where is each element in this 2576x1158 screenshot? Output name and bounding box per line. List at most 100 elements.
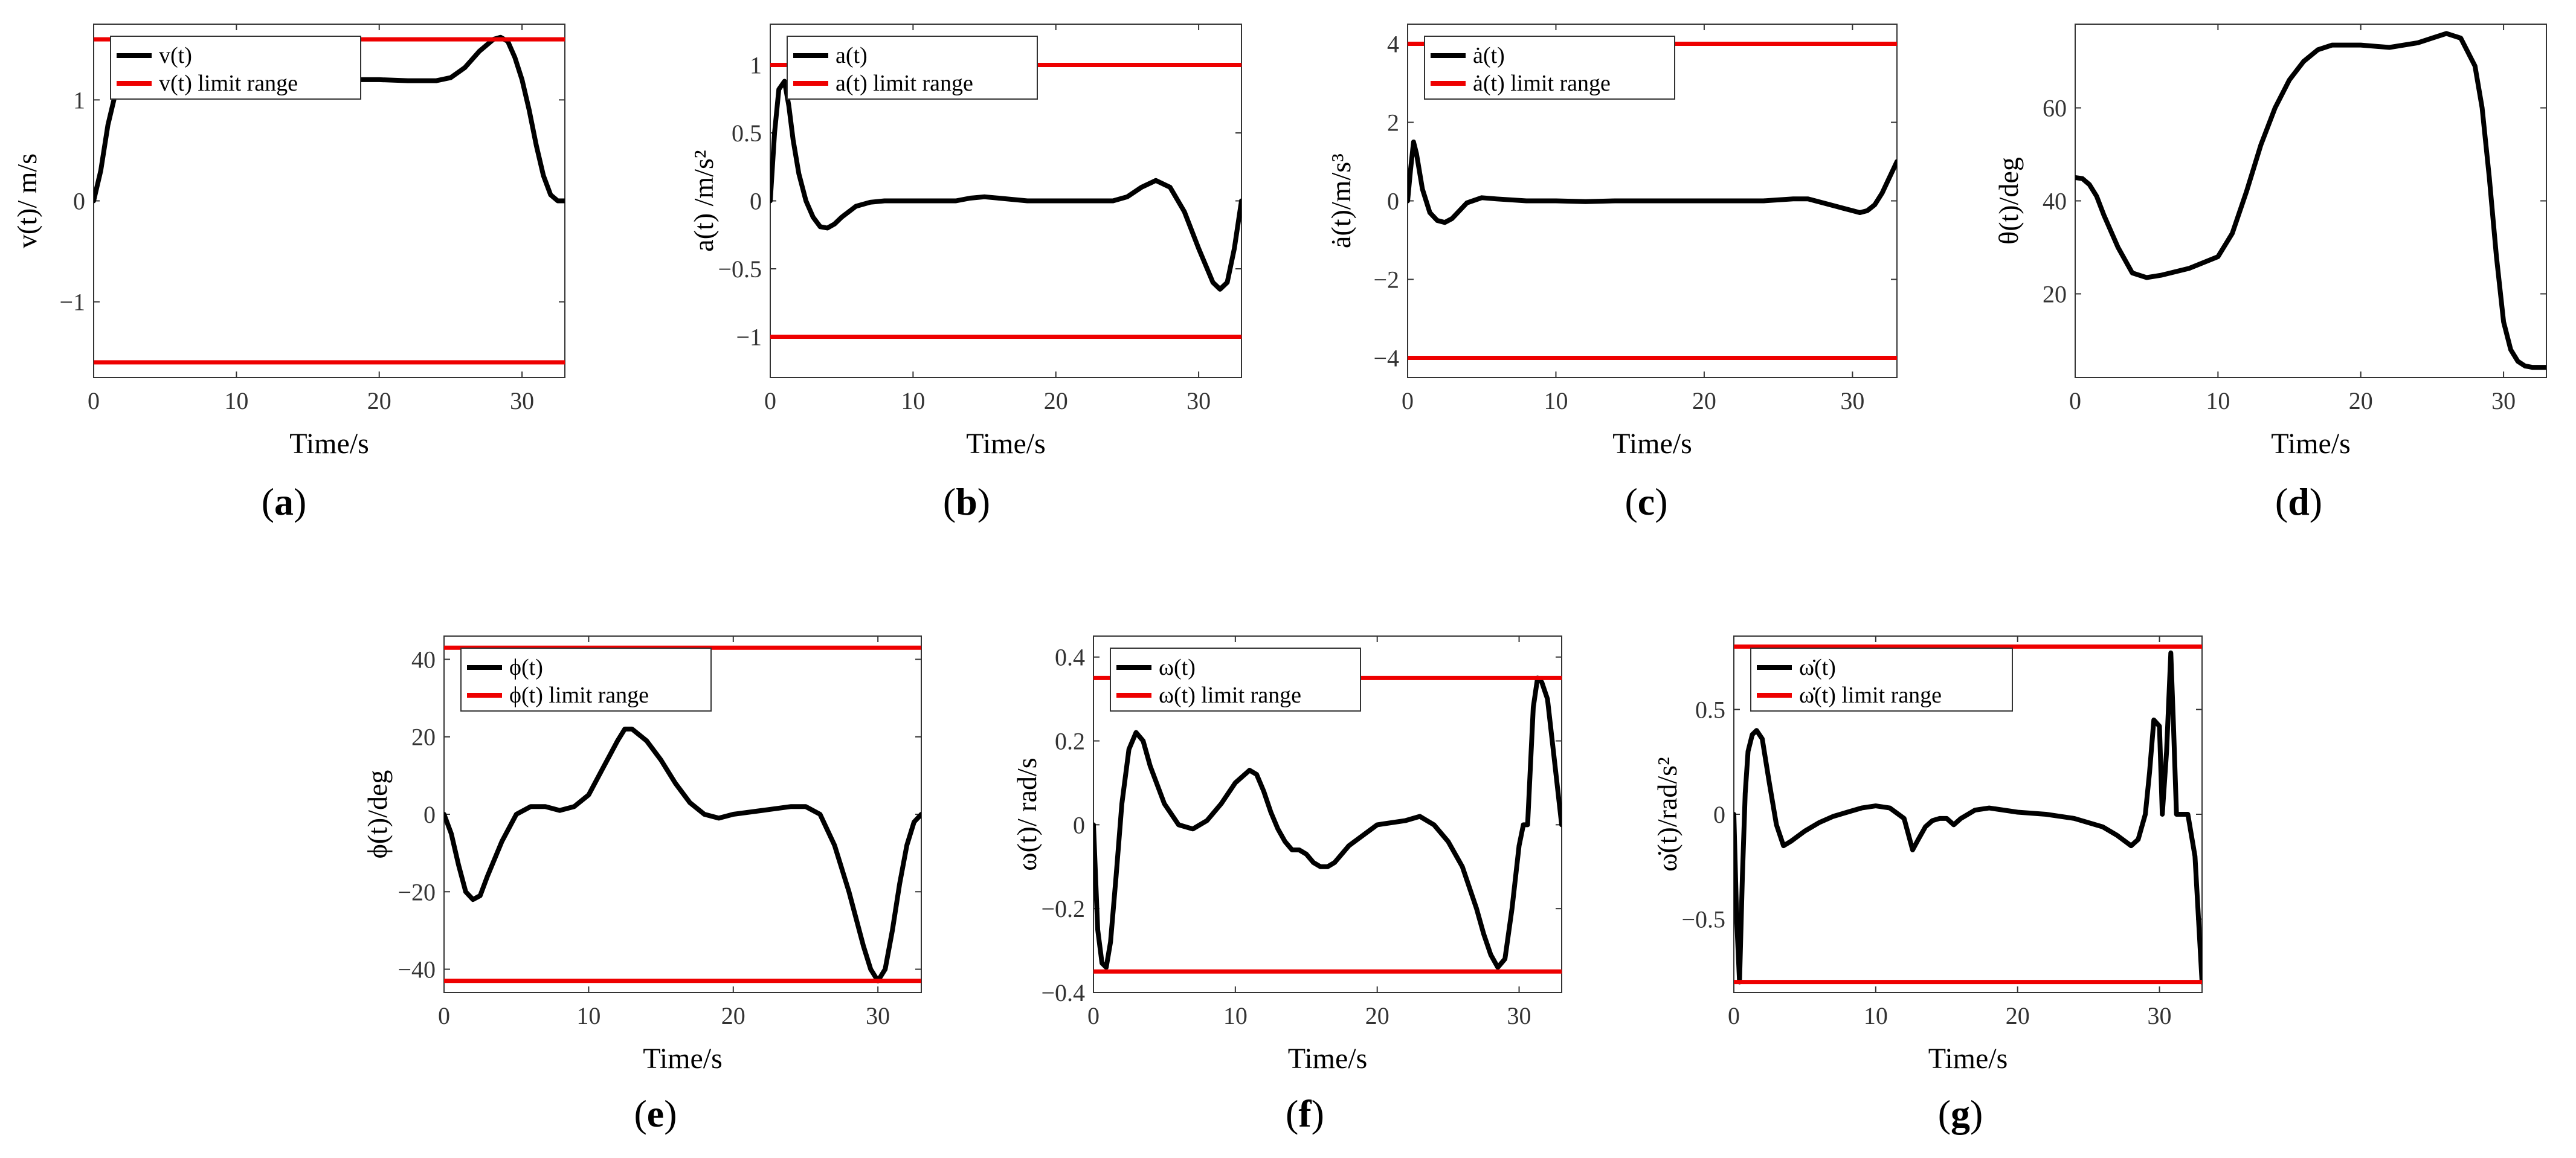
- legend-label: ω̇(t) limit range: [1799, 683, 1942, 708]
- x-tick-label: 0: [2069, 387, 2081, 414]
- x-tick-label: 20: [721, 1002, 745, 1029]
- y-tick-label: 0.2: [1055, 728, 1085, 755]
- x-tick-label: 10: [901, 387, 925, 414]
- legend-label: ϕ(t) limit range: [509, 683, 649, 708]
- y-axis-label: ϕ(t)/deg: [362, 770, 393, 859]
- legend: a(t) a(t) limit range: [787, 36, 1038, 100]
- x-tick-label: 30: [2491, 387, 2516, 414]
- legend-box: [1110, 648, 1361, 712]
- y-tick-label: 4: [1387, 31, 1399, 58]
- y-tick-label: −20: [398, 878, 436, 905]
- panel-caption: (g): [1938, 1092, 1983, 1135]
- x-tick-label: 20: [1044, 387, 1068, 414]
- x-tick-label: 10: [2206, 387, 2230, 414]
- legend-label: v(t): [159, 43, 192, 68]
- y-tick-label: 40: [2043, 188, 2067, 215]
- panel-f: 0 10 20 30 −0.4 −0.2 0 0.2 0.4 Time/s ω(t)/ rad/s ω…: [1011, 635, 1562, 1135]
- panel-g: 0 10 20 30−0.500.5Time/sω̇(t)/rad/s²ω̇(t)ω̇…: [1652, 635, 2203, 1135]
- y-tick-label: 0.4: [1055, 644, 1085, 671]
- y-tick-label: −0.5: [718, 256, 762, 283]
- legend-label: ϕ(t): [509, 655, 543, 680]
- series-line: [1093, 675, 1562, 970]
- legend-box: [1750, 648, 2013, 712]
- y-tick-label: 0.5: [732, 120, 762, 147]
- y-axis-label: ω̇(t)/rad/s²: [1652, 757, 1682, 872]
- y-tick-label: −1: [59, 289, 85, 316]
- series-line: [1408, 140, 1897, 225]
- x-tick-label: 0: [1728, 1002, 1740, 1029]
- y-tick-label: −0.5: [1681, 906, 1725, 933]
- x-tick-label: 20: [2006, 1002, 2030, 1029]
- series-line: [770, 79, 1241, 292]
- legend-label: ω(t): [1159, 655, 1196, 680]
- x-tick-label: 10: [224, 387, 248, 414]
- x-tick-label: 30: [866, 1002, 890, 1029]
- legend: ω(t) ω(t) limit range: [1110, 648, 1361, 712]
- x-axis-label: Time/s: [289, 428, 369, 460]
- legend: ȧ(t) ȧ(t) limit range: [1424, 36, 1675, 100]
- panel-caption: (a): [262, 480, 307, 523]
- x-axis-label: Time/s: [2271, 428, 2351, 460]
- x-tick-label: 0: [1402, 387, 1414, 414]
- legend-label: ȧ(t) limit range: [1473, 71, 1611, 96]
- y-tick-label: 20: [2043, 280, 2067, 307]
- panel-caption: (f): [1286, 1092, 1324, 1135]
- x-tick-label: 10: [576, 1002, 601, 1029]
- panel-caption: (b): [943, 480, 990, 523]
- x-tick-label: 30: [2148, 1002, 2172, 1029]
- x-tick-label: 30: [1507, 1002, 1531, 1029]
- legend-label: a(t) limit range: [836, 71, 973, 96]
- y-axis-label: a(t) /m/s²: [688, 150, 719, 251]
- y-tick-label: 40: [411, 646, 436, 673]
- x-tick-label: 30: [510, 387, 534, 414]
- x-tick-label: 0: [764, 387, 776, 414]
- y-tick-label: 2: [1387, 109, 1399, 137]
- y-tick-label: 1: [750, 52, 762, 79]
- x-axis-label: Time/s: [643, 1043, 723, 1075]
- y-axis-label: ω(t)/ rad/s: [1011, 758, 1042, 870]
- x-axis-label: Time/s: [1928, 1043, 2008, 1075]
- x-axis-label: Time/s: [1288, 1043, 1368, 1075]
- y-axis-label: θ(t)/deg: [1993, 157, 2024, 245]
- y-tick-label: −0.2: [1041, 895, 1085, 922]
- y-tick-label: 0.5: [1695, 696, 1725, 723]
- panel-a: 0 10 20 30 −1 0 1 Time/s v(t)/ m/s v(t) v(t) limit…: [11, 24, 565, 523]
- legend-label: a(t): [836, 43, 868, 68]
- x-tick-label: 0: [88, 387, 100, 414]
- x-tick-label: 0: [438, 1002, 450, 1029]
- legend: ϕ(t) ϕ(t) limit range: [460, 648, 712, 712]
- y-tick-label: 0: [1073, 811, 1085, 838]
- y-axis-label: ȧ(t)/m/s³: [1325, 153, 1356, 248]
- x-tick-label: 10: [1223, 1002, 1248, 1029]
- legend-box: [1424, 36, 1675, 100]
- x-tick-label: 20: [367, 387, 391, 414]
- panel-caption: (c): [1624, 480, 1667, 523]
- legend-label: ȧ(t): [1473, 43, 1505, 68]
- series-line: [444, 726, 921, 983]
- y-tick-label: −1: [736, 324, 762, 351]
- y-tick-label: −2: [1373, 266, 1399, 294]
- x-axis-label: Time/s: [966, 428, 1046, 460]
- x-tick-label: 10: [1864, 1002, 1888, 1029]
- y-tick-label: 60: [2043, 95, 2067, 122]
- x-axis-label: Time/s: [1612, 428, 1692, 460]
- y-tick-label: 0: [1387, 188, 1399, 215]
- y-tick-label: −4: [1373, 345, 1399, 372]
- legend-label: ω(t) limit range: [1159, 683, 1301, 708]
- panel-caption: (e): [634, 1092, 677, 1135]
- legend-box: [110, 36, 361, 100]
- y-tick-label: −0.4: [1041, 979, 1085, 1006]
- series-line: [1734, 650, 2202, 985]
- y-tick-label: −40: [398, 956, 436, 983]
- series-line: [2075, 31, 2546, 370]
- legend: v(t) v(t) limit range: [110, 36, 361, 100]
- x-tick-label: 0: [1087, 1002, 1100, 1029]
- y-axis-label: v(t)/ m/s: [11, 153, 42, 248]
- x-tick-label: 30: [1187, 387, 1211, 414]
- panel-caption: (d): [2275, 480, 2322, 523]
- legend-label: v(t) limit range: [159, 71, 298, 96]
- y-tick-label: 1: [73, 86, 85, 114]
- y-tick-label: 0: [750, 188, 762, 215]
